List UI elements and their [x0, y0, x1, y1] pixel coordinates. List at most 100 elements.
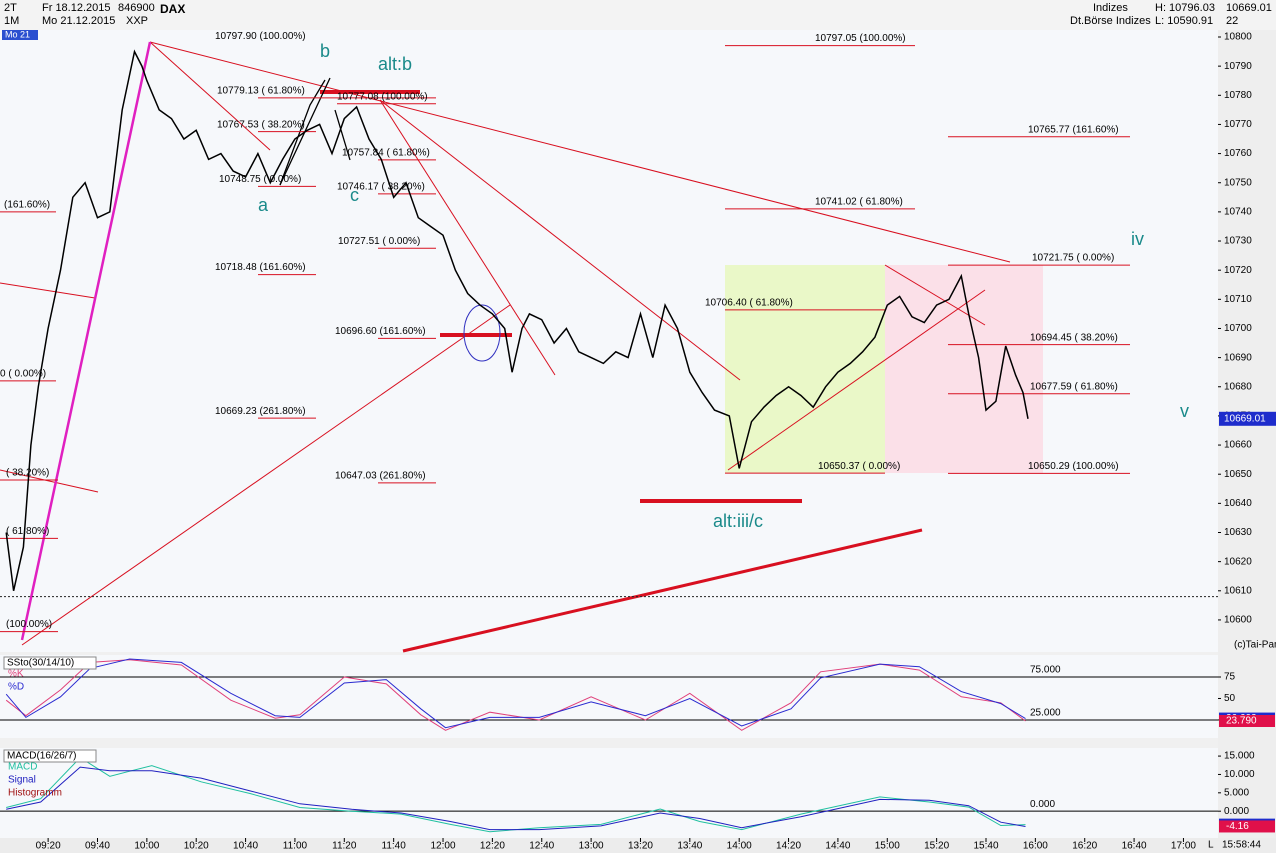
x-tick-label: 12:40: [529, 841, 554, 852]
x-tick-label: 13:40: [677, 841, 702, 852]
market: Dt.Börse Indizes: [1070, 15, 1151, 27]
mode: L: [1208, 840, 1214, 851]
x-tick-label: 12:00: [431, 841, 456, 852]
y-tick-label: 10800: [1224, 32, 1252, 43]
panel-title: SSto(30/14/10): [7, 658, 74, 669]
x-tick-label: 13:00: [579, 841, 604, 852]
x-tick-label: 14:20: [776, 841, 801, 852]
macd-panel: [0, 748, 1218, 838]
legend-entry: MACD: [8, 762, 37, 773]
y-tick-label: 5.000: [1224, 787, 1249, 798]
x-tick-label: 16:40: [1122, 841, 1147, 852]
x-tick-label: 14:40: [825, 841, 850, 852]
period[interactable]: 1M: [4, 15, 20, 27]
code: 846900: [118, 2, 155, 14]
fib-label: 10696.60 (161.60%): [335, 326, 426, 337]
header: 2T Fr 18.12.2015 846900 DAX 1M Mo 21.12.…: [0, 0, 1276, 30]
fib-label: 10650.37 ( 0.00%): [818, 461, 900, 472]
value-tag-label: -4.16: [1226, 821, 1249, 832]
y-tick-label: 10690: [1224, 352, 1252, 363]
x-tick-label: 15:40: [973, 841, 998, 852]
y-tick-label: 10620: [1224, 556, 1252, 567]
last: 10669.01: [1226, 2, 1272, 14]
y-tick-label: 10720: [1224, 265, 1252, 276]
stoch-panel: [0, 655, 1218, 738]
series-line: [6, 756, 1026, 833]
last-price-label: 10669.01: [1224, 413, 1266, 424]
fib-label: 10647.03 (261.80%): [335, 470, 426, 481]
tag: Mo 21: [5, 29, 30, 39]
fib-label: 10721.75 ( 0.00%): [1032, 253, 1114, 264]
value-tag-label: 23.790: [1226, 716, 1257, 727]
low: L: 10590.91: [1155, 15, 1214, 27]
clock: 15:58:44: [1222, 840, 1261, 851]
wave-label: v: [1180, 401, 1189, 421]
fib-label: ( 38.20%): [6, 468, 49, 479]
symbol: DAX: [160, 2, 186, 16]
fib-label: 10777.08 (100.00%): [337, 91, 428, 102]
y-tick-label: 10710: [1224, 294, 1252, 305]
fib-label: 10765.77 (161.60%): [1028, 124, 1119, 135]
x-tick-label: 14:00: [727, 841, 752, 852]
fib-label: (161.60%): [4, 200, 50, 211]
wave-label: iv: [1131, 229, 1144, 249]
fib-label: 10757.84 ( 61.80%): [342, 148, 430, 159]
fib-label: 10797.90 (100.00%): [215, 31, 306, 42]
price-line: [5, 49, 1029, 591]
fib-label: 10767.53 ( 38.20%): [217, 119, 305, 130]
green-zone: [725, 265, 885, 473]
y-tick-label: 10760: [1224, 148, 1252, 159]
value-tag: [1219, 714, 1275, 727]
fib-label: 10741.02 ( 61.80%): [815, 197, 903, 208]
fib-label: 10748.75 ( 0.00%): [219, 174, 301, 185]
x-tick-label: 11:00: [283, 841, 308, 852]
right-axis: [1218, 30, 1276, 840]
y-tick-label: 10680: [1224, 381, 1252, 392]
ref-label: 25.000: [1030, 708, 1061, 719]
x-tick-label: 16:20: [1072, 841, 1097, 852]
wave-label: c: [350, 185, 359, 205]
circle: [463, 304, 501, 362]
wave-label: a: [258, 195, 269, 215]
value-tag: [1219, 820, 1275, 833]
y-tick-label: 10650: [1224, 469, 1252, 480]
y-tick-label: 15.000: [1224, 751, 1255, 762]
fib-label: 10727.51 ( 0.00%): [338, 236, 420, 247]
count: 22: [1226, 15, 1239, 27]
x-tick-label: 17:00: [1171, 841, 1196, 852]
x-tick-label: 11:40: [382, 841, 407, 852]
fib-label: 10694.45 ( 38.20%): [1030, 332, 1118, 343]
x-tick-label: 12:20: [480, 841, 505, 852]
fib-label: 10797.05 (100.00%): [815, 33, 906, 44]
x-tick-label: 13:20: [628, 841, 653, 852]
pink-zone: [885, 265, 1043, 473]
y-tick-label: 10.000: [1224, 769, 1255, 780]
last-price-tag: [1219, 411, 1276, 426]
ref-label: 0.000: [1030, 799, 1055, 810]
y-tick-label: 10740: [1224, 207, 1252, 218]
series-line: [5, 658, 1026, 729]
date-from: Fr 18.12.2015: [42, 2, 111, 14]
y-tick-label: 10630: [1224, 527, 1252, 538]
fib-label: 10779.13 ( 61.80%): [217, 85, 305, 96]
ref-label: 75.000: [1030, 665, 1061, 676]
high: H: 10796.03: [1155, 2, 1215, 14]
series-line: [6, 766, 1026, 831]
date-to: Mo 21.12.2015: [42, 15, 116, 27]
wave-label: alt:b: [378, 54, 412, 74]
x-tick-label: 16:00: [1023, 841, 1048, 852]
x-tick-label: 10:40: [233, 841, 258, 852]
group: Indizes: [1093, 2, 1128, 14]
wave-label: alt:iii/c: [713, 511, 763, 531]
fib-label: 10650.29 (100.00%): [1028, 461, 1119, 472]
exchange: XXP: [126, 15, 149, 27]
fib-label: ( 61.80%): [6, 526, 49, 537]
y-tick-label: 10600: [1224, 615, 1252, 626]
y-tick-label: 10790: [1224, 61, 1252, 72]
y-tick-label: 10730: [1224, 236, 1252, 247]
y-tick-label: 10750: [1224, 177, 1252, 188]
interval[interactable]: 2T: [4, 2, 17, 14]
y-tick-label: 75: [1224, 672, 1236, 683]
